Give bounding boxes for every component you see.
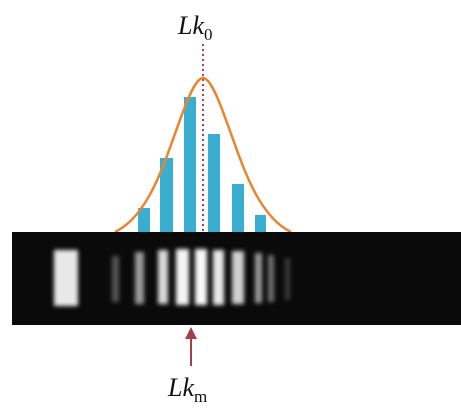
bar: [255, 215, 266, 232]
band: [255, 253, 262, 303]
band: [158, 250, 168, 304]
arrow-head: [185, 327, 197, 339]
bar: [184, 97, 196, 232]
label-main: Lk: [167, 373, 194, 402]
band: [112, 256, 119, 302]
band: [213, 250, 224, 305]
band: [232, 251, 244, 304]
band: [176, 249, 189, 305]
label-sub: m: [194, 387, 207, 406]
bar: [208, 134, 220, 232]
band: [195, 249, 207, 305]
top-label: Lk0: [177, 11, 213, 44]
bottom-label: Lkm: [167, 373, 207, 406]
band: [285, 258, 290, 300]
band: [135, 252, 144, 304]
bar: [232, 184, 244, 232]
label-main: Lk: [177, 11, 204, 40]
band: [54, 250, 78, 306]
label-sub: 0: [204, 25, 213, 44]
band: [268, 255, 274, 302]
diagram: Lk0 Lkm: [0, 0, 461, 408]
